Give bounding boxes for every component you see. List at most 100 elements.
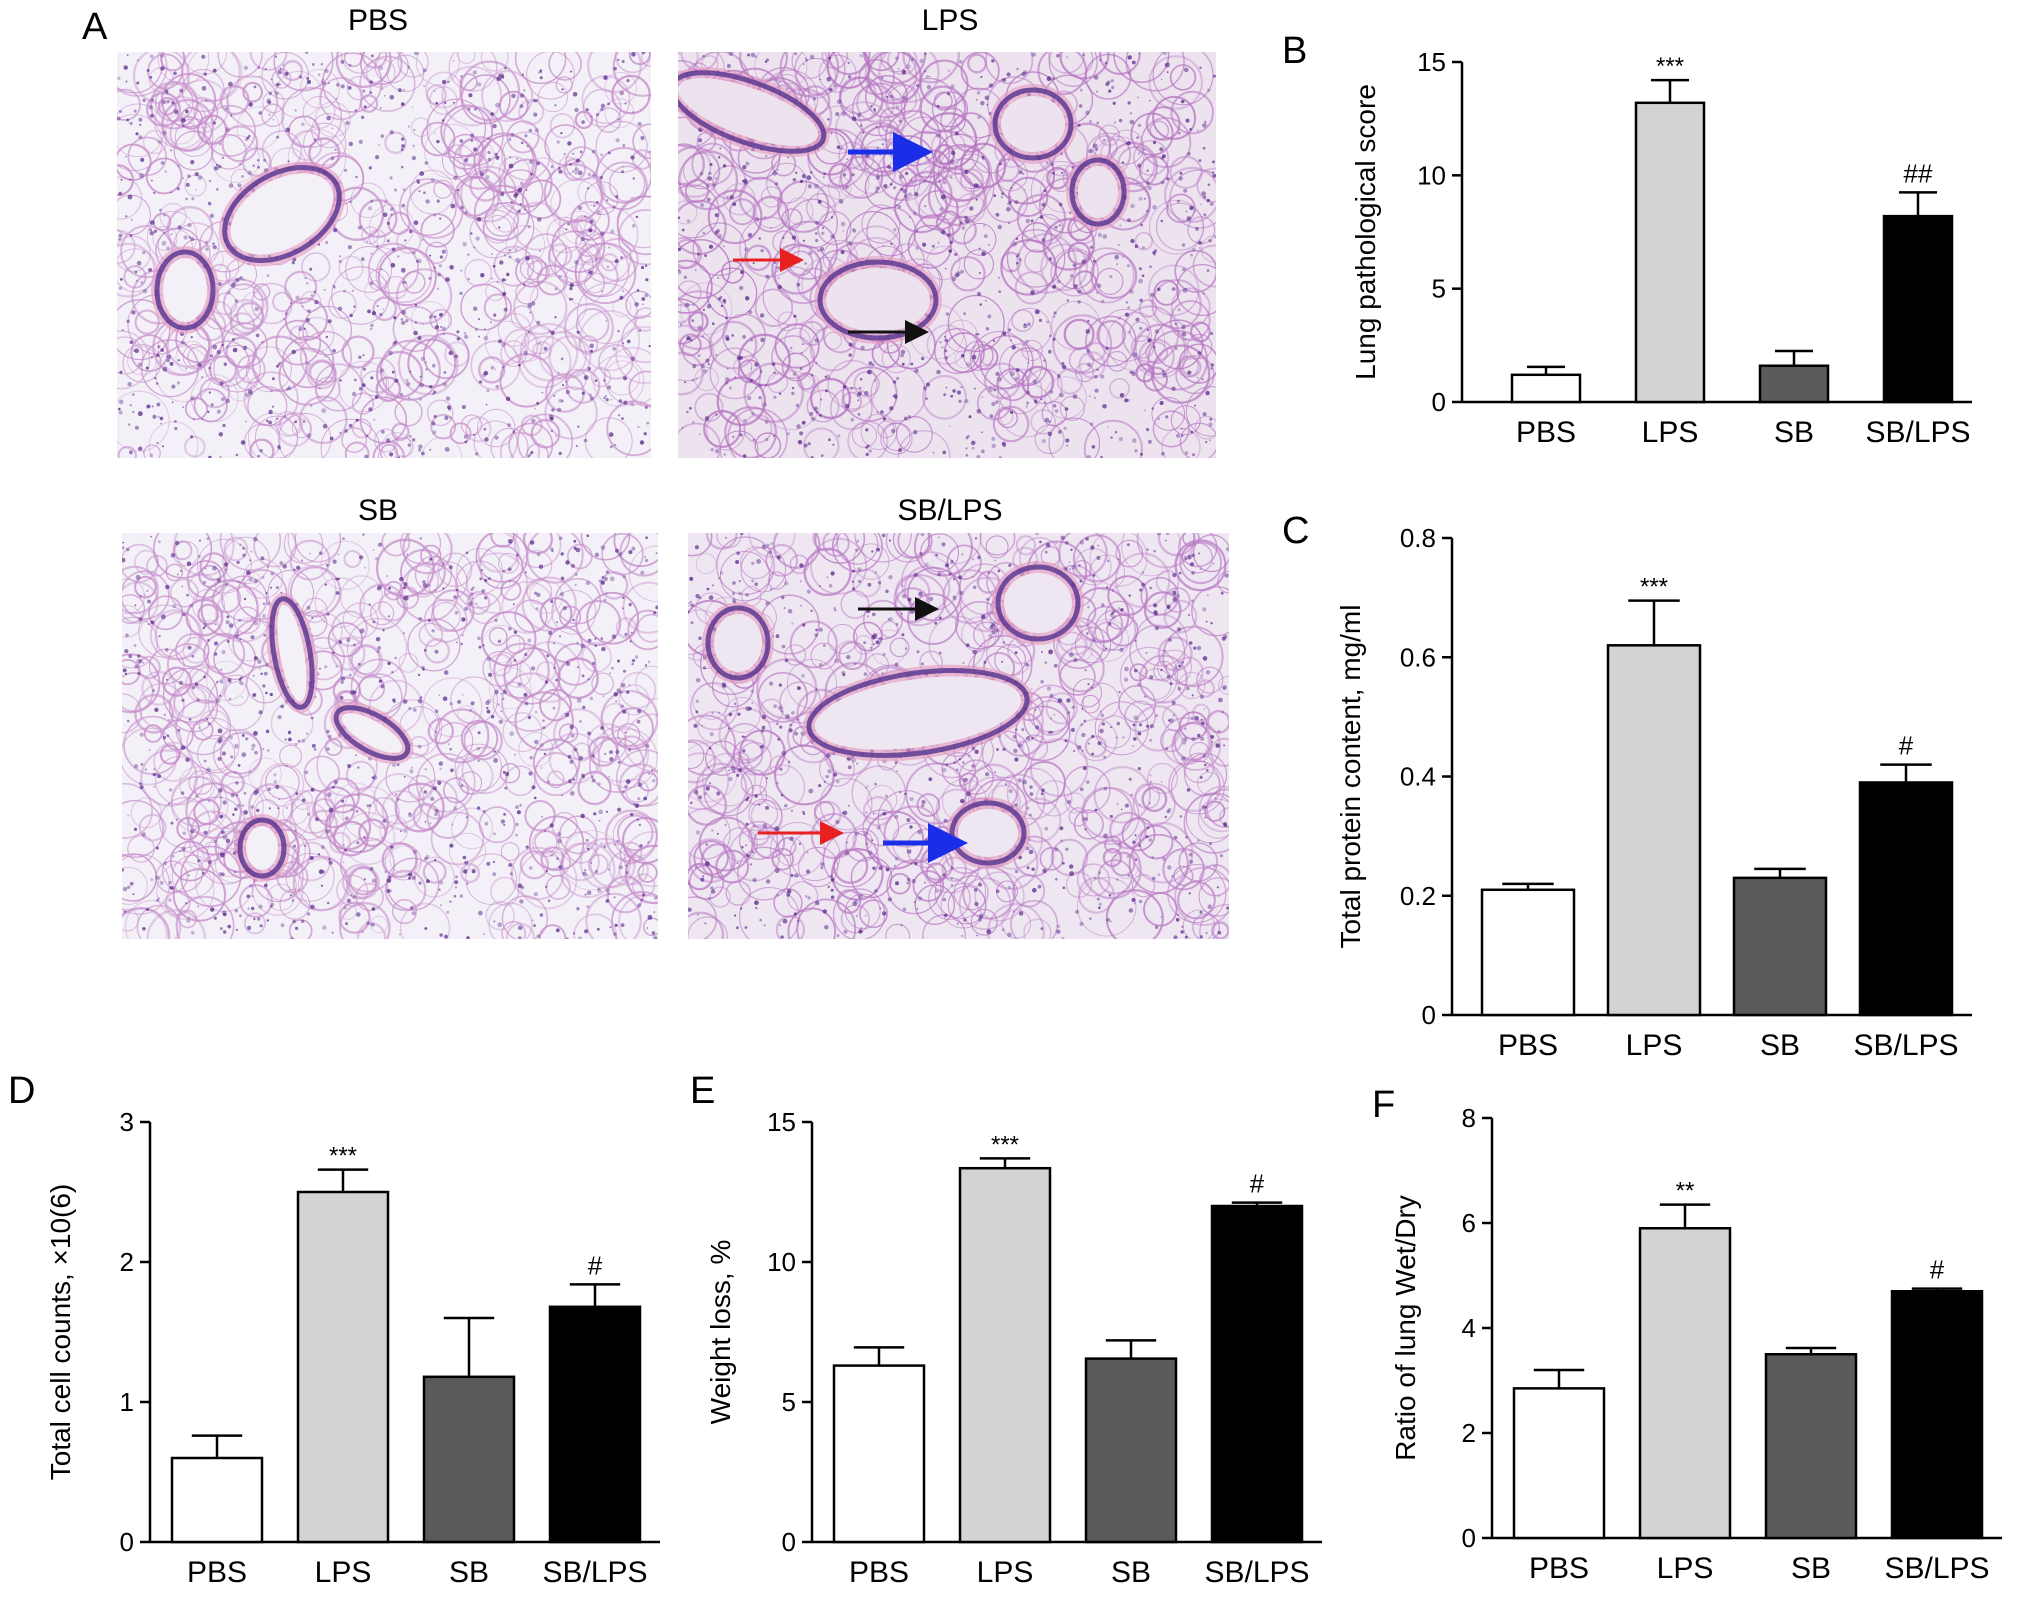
y-tick-label: 4 <box>1462 1313 1476 1343</box>
y-axis-label: Total cell counts, ×10(6) <box>45 1184 76 1481</box>
y-tick-label: 8 <box>1462 1103 1476 1133</box>
y-axis-label: Weight loss, % <box>705 1240 736 1425</box>
y-tick-label: 0 <box>1422 1000 1436 1030</box>
panel-letter-c: C <box>1282 510 1310 552</box>
x-tick-label: PBS <box>1529 1552 1589 1585</box>
significance-annotation: *** <box>1656 53 1684 80</box>
x-tick-label: PBS <box>1516 416 1576 449</box>
micrograph-pbs <box>117 52 651 458</box>
y-tick-label: 0 <box>1462 1523 1476 1553</box>
y-tick-label: 0.4 <box>1400 762 1436 792</box>
bar-pbs <box>1480 888 1576 1017</box>
panel-letter-b: B <box>1282 30 1308 72</box>
y-tick-label: 15 <box>1417 47 1446 77</box>
bar-sb <box>1764 1353 1858 1540</box>
bronchiole-1 <box>946 797 1030 869</box>
significance-annotation: # <box>1250 1169 1265 1199</box>
significance-annotation: # <box>1899 731 1914 761</box>
y-axis-label: Ratio of lung Wet/Dry <box>1390 1195 1421 1461</box>
bar-sb-lps <box>1890 1290 1984 1540</box>
bar-pbs <box>832 1364 926 1544</box>
micrograph-sblps <box>688 533 1229 939</box>
x-tick-label: SB <box>1774 416 1814 449</box>
y-tick-label: 0 <box>120 1527 134 1557</box>
bar-sb <box>1758 364 1830 404</box>
x-tick-label: LPS <box>1657 1552 1714 1585</box>
x-tick-label: SB/LPS <box>1865 416 1970 449</box>
bar-pbs <box>1510 373 1582 404</box>
y-tick-label: 15 <box>767 1107 796 1137</box>
bronchiole-2 <box>802 664 1034 762</box>
y-axis-label: Total protein content, mg/ml <box>1335 605 1366 949</box>
x-tick-label: SB/LPS <box>1853 1029 1958 1062</box>
significance-annotation: ** <box>1676 1178 1695 1205</box>
chart-total-protein-content: 0 0.2 0.4 0.6 0.8 Total protein content, mg/m… <box>1335 523 1972 1062</box>
y-tick-label: 0.8 <box>1400 523 1436 553</box>
chart-lung-wet-dry: 0 2 4 6 8 Ratio of lung Wet/Dry PBS LPS ** SB SB/L… <box>1390 1103 2002 1585</box>
x-tick-label: PBS <box>1498 1029 1558 1062</box>
bronchiole-3 <box>678 67 830 157</box>
x-tick-label: PBS <box>187 1556 247 1589</box>
x-tick-label: SB/LPS <box>1204 1556 1309 1589</box>
y-tick-label: 0 <box>782 1527 796 1557</box>
panel-letter-d: D <box>8 1070 36 1112</box>
chart-lung-pathological-score: 0 5 10 15 Lung pathological score PBS LPS *** SB… <box>1350 47 1972 449</box>
x-tick-label: SB <box>1111 1556 1151 1589</box>
x-tick-label: PBS <box>849 1556 909 1589</box>
micrograph-title-lps: LPS <box>921 4 979 37</box>
bar-sb-lps <box>1858 781 1954 1017</box>
y-tick-label: 2 <box>120 1247 134 1277</box>
bar-lps <box>1634 101 1706 404</box>
y-tick-label: 10 <box>767 1247 796 1277</box>
bar-lps <box>1638 1227 1732 1540</box>
bar-sb <box>422 1375 516 1544</box>
x-tick-label: SB <box>449 1556 489 1589</box>
y-tick-label: 5 <box>782 1387 796 1417</box>
y-axis-label: Lung pathological score <box>1350 84 1381 380</box>
micrograph-title-sb: SB <box>357 494 399 527</box>
y-tick-label: 6 <box>1462 1208 1476 1238</box>
significance-annotation: *** <box>329 1143 357 1170</box>
bronchiole-0 <box>992 561 1084 645</box>
bronchiole-2 <box>1066 154 1130 230</box>
bronchiole-1 <box>989 84 1077 164</box>
y-tick-label: 2 <box>1462 1418 1476 1448</box>
bar-pbs <box>170 1456 264 1544</box>
bar-pbs <box>1512 1387 1606 1540</box>
bronchiole-1 <box>151 246 219 334</box>
y-tick-label: 10 <box>1417 160 1446 190</box>
significance-annotation: ## <box>1904 158 1933 188</box>
significance-annotation: *** <box>1640 574 1668 601</box>
x-tick-label: LPS <box>1626 1029 1683 1062</box>
x-tick-label: SB/LPS <box>542 1556 647 1589</box>
panel-letter-e: E <box>690 1070 716 1112</box>
y-tick-label: 0.6 <box>1400 642 1436 672</box>
chart-total-cell-counts: 0 1 2 3 Total cell counts, ×10(6) PBS LPS *** SB… <box>45 1107 660 1589</box>
bar-sb <box>1732 876 1828 1017</box>
y-tick-label: 3 <box>120 1107 134 1137</box>
bronchiole-1 <box>234 814 290 882</box>
y-tick-label: 0.2 <box>1400 881 1436 911</box>
significance-annotation: *** <box>991 1131 1019 1158</box>
bar-sb-lps <box>1882 214 1954 404</box>
significance-annotation: # <box>1930 1255 1945 1285</box>
chart-weight-loss: 0 5 10 15 Weight loss, % PBS LPS *** SB SB/LPS # <box>705 1107 1322 1589</box>
panel-letter-a: A <box>82 6 108 48</box>
bar-lps <box>1606 644 1702 1017</box>
bronchiole-0 <box>266 592 318 714</box>
x-tick-label: SB/LPS <box>1884 1552 1989 1585</box>
panel-letter-f: F <box>1372 1084 1396 1126</box>
micrograph-sb <box>122 533 658 939</box>
x-tick-label: LPS <box>1642 416 1699 449</box>
bronchiole-3 <box>702 602 774 684</box>
bar-lps <box>958 1166 1052 1544</box>
bronchiole-2 <box>330 702 414 764</box>
y-tick-label: 0 <box>1432 387 1446 417</box>
significance-annotation: # <box>588 1250 603 1280</box>
y-tick-label: 5 <box>1432 274 1446 304</box>
bar-sb-lps <box>548 1305 642 1544</box>
micrograph-lps <box>678 52 1216 458</box>
y-tick-label: 1 <box>120 1387 134 1417</box>
bar-sb-lps <box>1210 1204 1304 1544</box>
